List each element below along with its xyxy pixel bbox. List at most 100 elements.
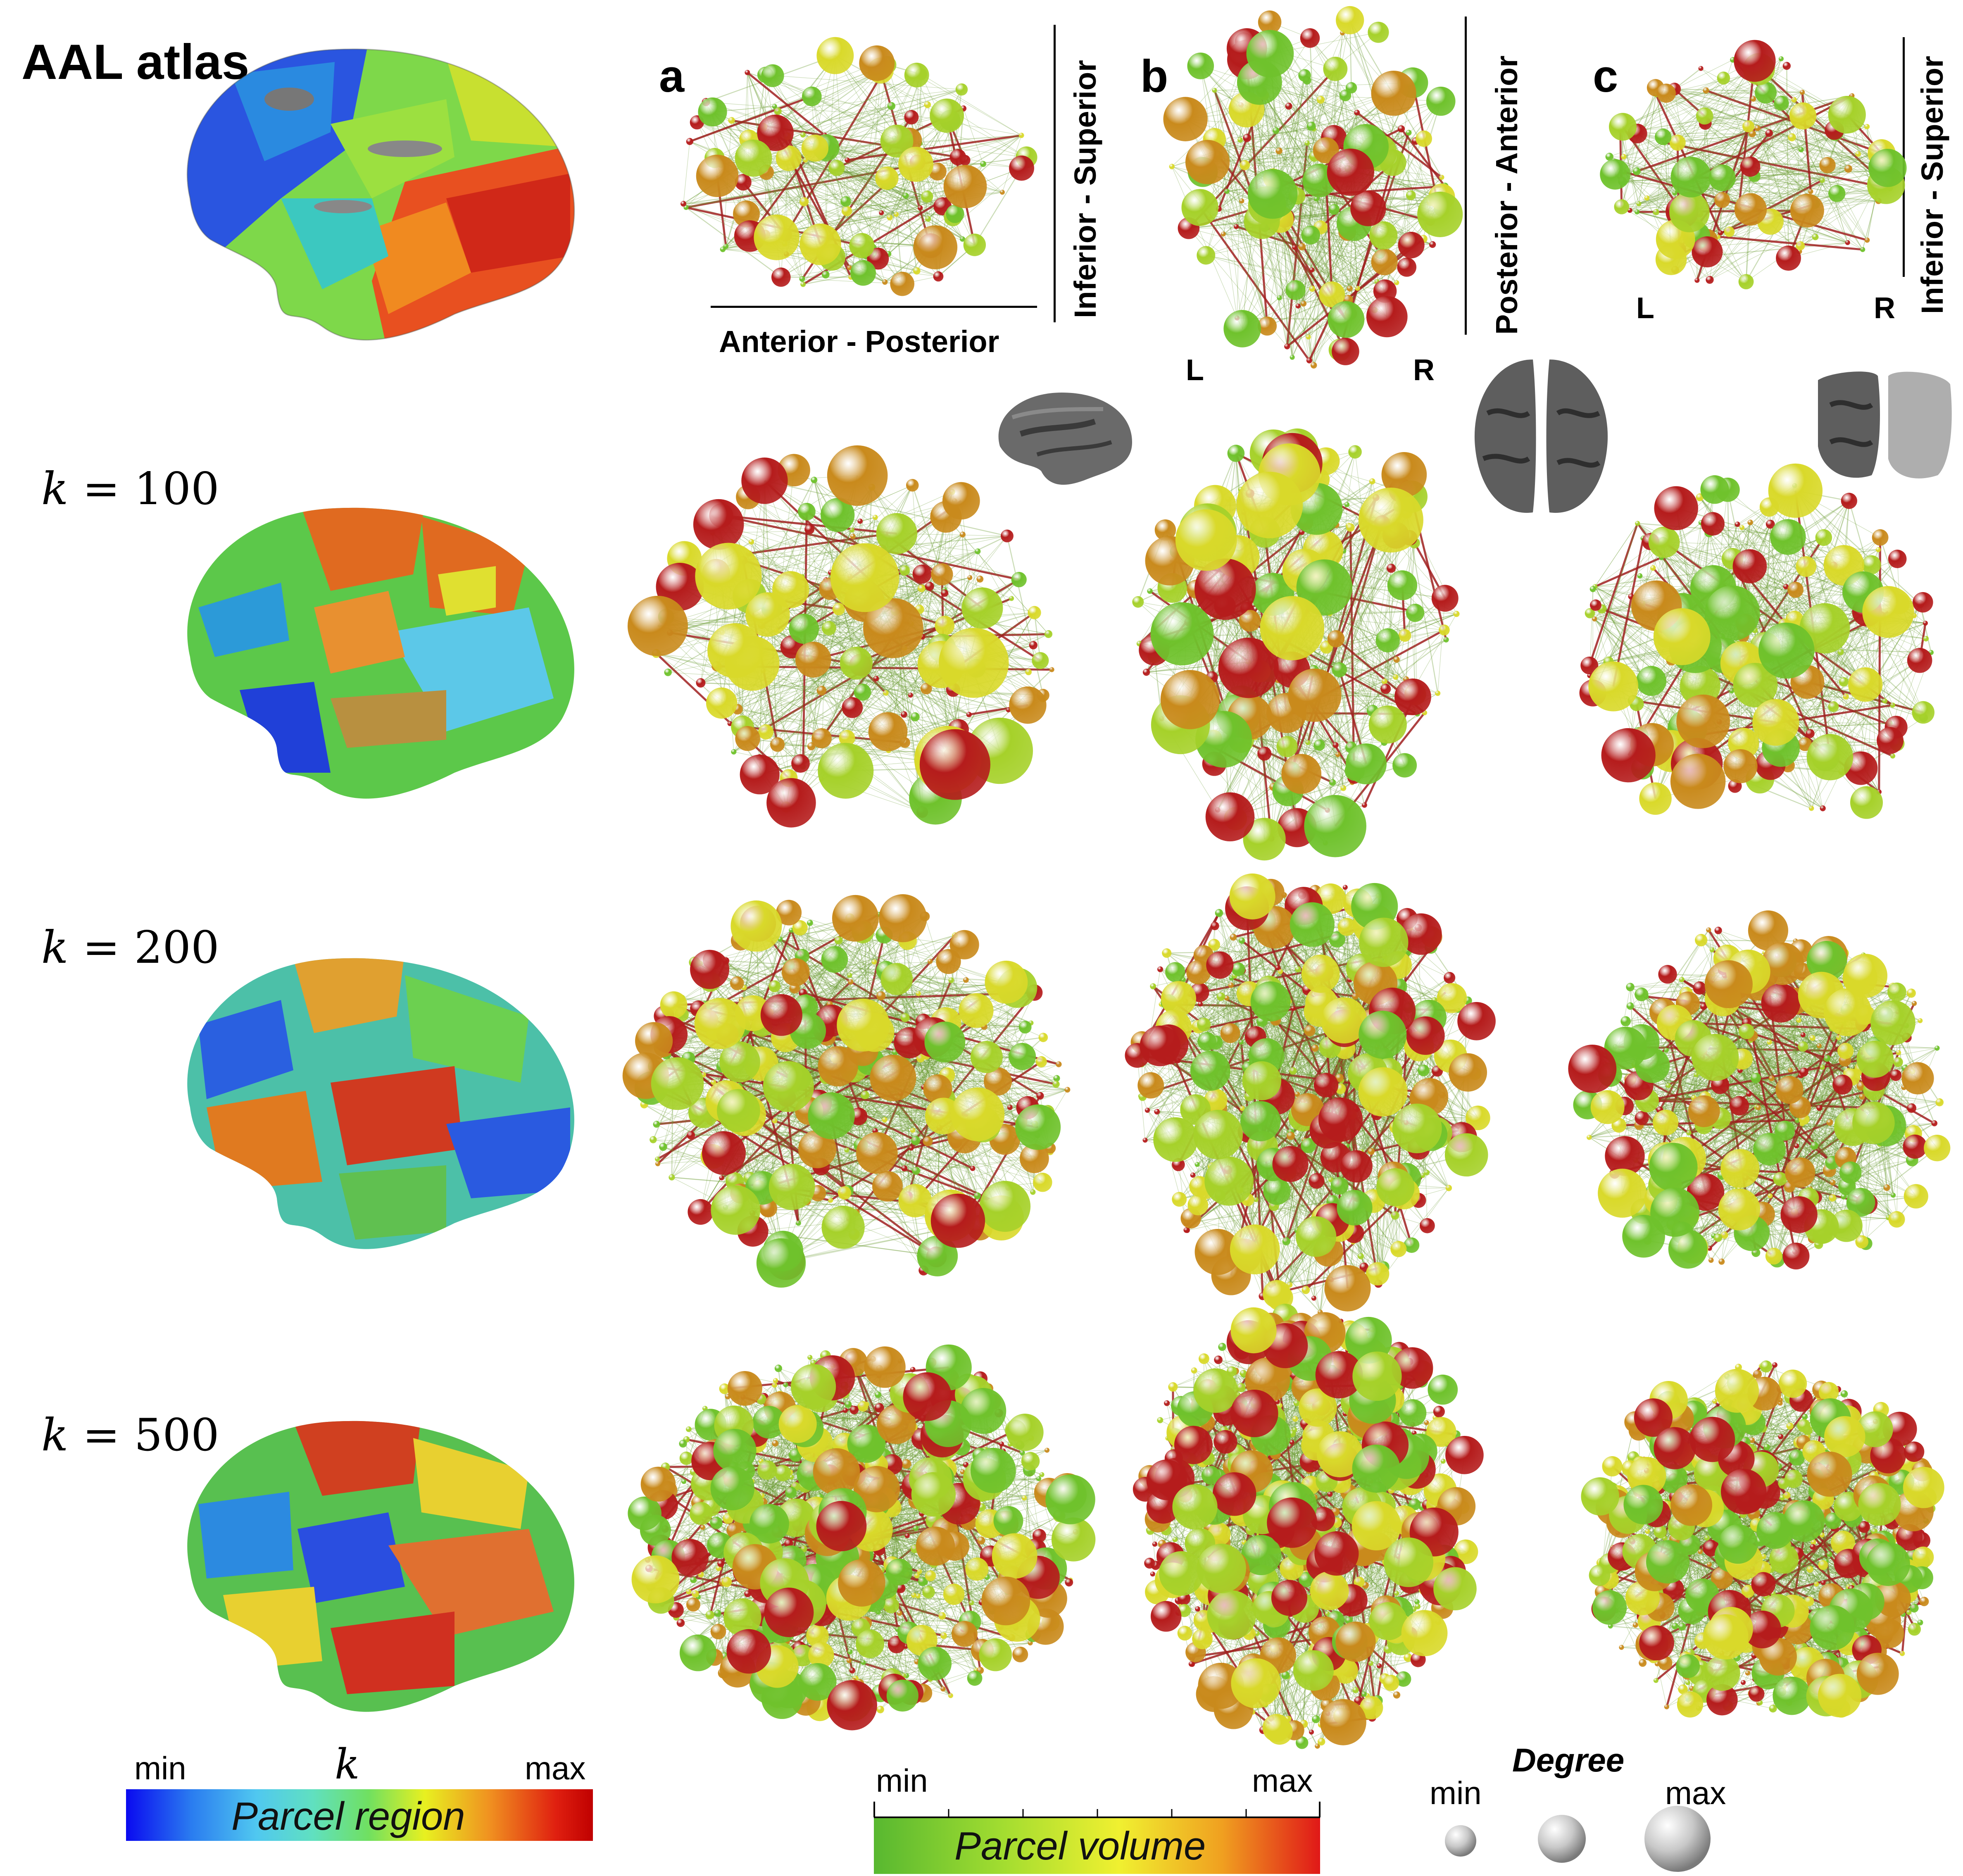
network-node [706, 1610, 714, 1619]
network-node [1314, 1531, 1359, 1576]
network-node [696, 155, 739, 197]
network-node [779, 1405, 817, 1443]
network-node [1304, 795, 1366, 857]
network-node [909, 1146, 914, 1151]
network-node [1161, 670, 1220, 729]
label-left-c: L [1636, 293, 1654, 323]
network-node [679, 1440, 687, 1447]
network-node [1820, 1065, 1825, 1070]
network-node [1852, 1102, 1895, 1144]
network-node [1884, 1184, 1890, 1191]
network-node [1157, 1417, 1163, 1423]
network-node [628, 1497, 661, 1531]
network-node [1872, 529, 1889, 546]
network-node [1850, 786, 1883, 819]
network-node [721, 1577, 732, 1587]
k-symbol: k [41, 1409, 68, 1461]
network-node [1724, 226, 1735, 237]
network-node [849, 1668, 856, 1674]
network-node [1446, 1185, 1452, 1191]
network-node [1313, 739, 1325, 751]
network-node [1670, 1484, 1712, 1526]
network-node [817, 686, 827, 695]
network-node [1809, 806, 1814, 811]
network-node [1649, 526, 1680, 558]
network-node [1390, 1241, 1406, 1257]
network-node [1290, 902, 1335, 947]
network-node [1435, 690, 1440, 696]
network-node [1856, 1041, 1894, 1078]
volume-legend-max: max [1252, 1764, 1313, 1797]
network-node [1382, 679, 1387, 684]
network-node [1844, 165, 1852, 173]
network-node [1838, 649, 1844, 655]
network-node [770, 737, 785, 752]
network-node [1065, 1087, 1071, 1093]
axis-label-c-vertical: Inferior - Superior [1917, 56, 1948, 314]
network-node [1807, 1566, 1813, 1573]
network-node [1329, 204, 1340, 215]
network-node [1654, 1678, 1658, 1683]
network-node [837, 999, 890, 1052]
network-node [1147, 588, 1152, 594]
network-node [1143, 1138, 1148, 1143]
network-node [897, 1611, 902, 1616]
network-node [1045, 1448, 1049, 1453]
network-node [1275, 965, 1280, 970]
network-node [1644, 195, 1650, 201]
network-node [1380, 683, 1391, 694]
network-node [1445, 1436, 1484, 1474]
network-node [1783, 62, 1791, 70]
network-node [1859, 1094, 1865, 1100]
network-node [948, 978, 954, 983]
network-node [1832, 1075, 1852, 1095]
network-node [1907, 648, 1932, 673]
axis-rule-a-horizontal [711, 306, 1037, 308]
network-node [757, 1238, 806, 1288]
network-node [859, 45, 895, 81]
network-node [905, 1533, 910, 1538]
network-node [800, 132, 806, 138]
network-node [1324, 1265, 1371, 1312]
network-node [1217, 993, 1225, 1001]
network-node [882, 279, 888, 285]
network-node [1701, 512, 1725, 536]
network-node [1369, 479, 1375, 485]
network-node [1230, 1224, 1280, 1274]
network-node [702, 1131, 746, 1175]
network-node [1733, 549, 1767, 583]
network-node [764, 1588, 814, 1637]
network-node [1609, 113, 1637, 140]
network-node [845, 157, 849, 162]
network-node [1788, 133, 1796, 142]
network-node [1816, 1105, 1822, 1111]
network-node [1782, 1243, 1809, 1269]
network-node [1272, 1146, 1308, 1182]
network-node [1749, 1686, 1764, 1702]
network-node [1912, 701, 1934, 724]
network-node [1718, 231, 1723, 236]
network-node [1039, 1033, 1048, 1042]
network-node [1383, 1675, 1399, 1691]
network-node [1706, 276, 1713, 284]
network-node [1685, 1680, 1690, 1685]
axis-rule-b-vertical [1465, 17, 1467, 335]
network-node [1143, 669, 1150, 676]
network-node [1230, 1307, 1276, 1353]
network-node [1910, 1604, 1919, 1613]
network-panel-b-k200 [1128, 876, 1487, 1318]
network-node [1787, 1423, 1794, 1430]
network-node [1841, 1390, 1848, 1398]
network-node [1866, 1542, 1910, 1586]
network-node [1707, 1562, 1712, 1567]
axis-label-b-vertical: Posterior - Anterior [1492, 55, 1522, 335]
network-node [728, 1371, 762, 1406]
network-node [1819, 157, 1835, 173]
network-node [916, 991, 921, 996]
network-node [1841, 493, 1857, 509]
network-node [1903, 1467, 1944, 1508]
network-node [1172, 1484, 1217, 1529]
network-node [813, 1448, 860, 1495]
network-panel-c-aal [1603, 45, 1901, 289]
network-node [1626, 983, 1634, 991]
